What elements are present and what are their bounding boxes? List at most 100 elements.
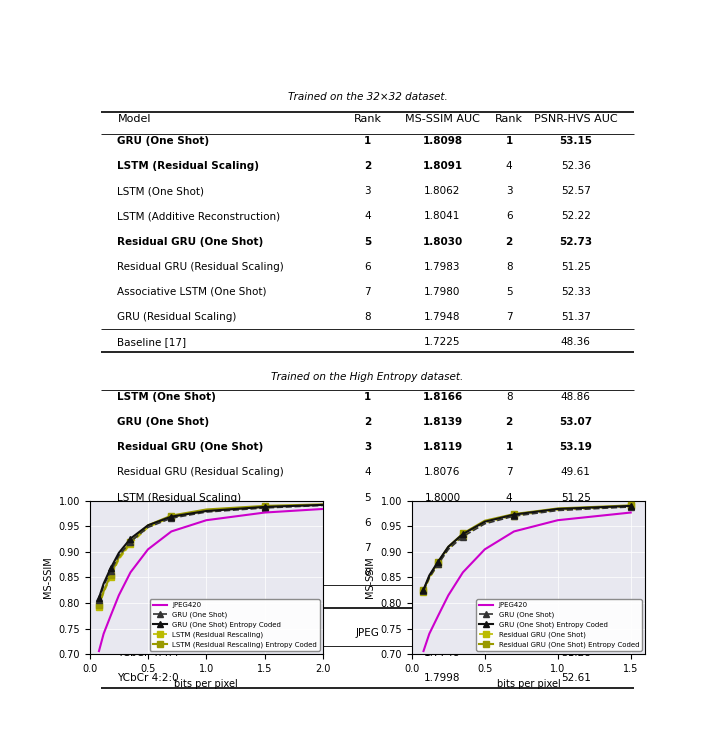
Text: 1.7948: 1.7948 (424, 312, 461, 322)
Y-axis label: MS-SSIM: MS-SSIM (365, 556, 375, 598)
Text: 4: 4 (506, 492, 513, 503)
Text: 7: 7 (506, 312, 513, 322)
Text: 8: 8 (364, 312, 371, 322)
Text: 51.25: 51.25 (561, 492, 591, 503)
Text: 7: 7 (506, 467, 513, 478)
Text: 1.8030: 1.8030 (422, 237, 462, 246)
Text: 1.8041: 1.8041 (424, 212, 460, 221)
Text: LSTM (One Shot): LSTM (One Shot) (118, 392, 217, 402)
Text: Rank: Rank (495, 114, 523, 124)
Text: 1.8062: 1.8062 (424, 186, 460, 196)
Text: GRU (Residual Scaling): GRU (Residual Scaling) (118, 568, 237, 578)
Text: LSTM (Additive): LSTM (Additive) (118, 517, 199, 528)
Text: 2: 2 (505, 417, 513, 427)
Text: 7: 7 (364, 287, 371, 297)
Text: PSNR-HVS AUC: PSNR-HVS AUC (534, 114, 617, 124)
Text: 1.7953: 1.7953 (424, 517, 461, 528)
Text: Associative LSTM (One Shot): Associative LSTM (One Shot) (118, 543, 267, 553)
Text: 48.88: 48.88 (561, 593, 591, 603)
Text: LSTM (Additive Reconstruction): LSTM (Additive Reconstruction) (118, 212, 280, 221)
Text: 8: 8 (506, 392, 513, 402)
Text: 1.7980: 1.7980 (424, 287, 460, 297)
Text: Trained on the High Entropy dataset.: Trained on the High Entropy dataset. (271, 372, 464, 382)
Text: 8: 8 (364, 568, 371, 578)
Text: Trained on the 32×32 dataset.: Trained on the 32×32 dataset. (288, 92, 447, 102)
Text: 52.33: 52.33 (561, 287, 591, 297)
Text: 3: 3 (506, 543, 513, 553)
Text: LSTM (Residual Scaling): LSTM (Residual Scaling) (118, 161, 260, 171)
Text: 1.8091: 1.8091 (422, 161, 462, 171)
Text: 1: 1 (364, 136, 371, 146)
Text: GRU (One Shot): GRU (One Shot) (118, 136, 209, 146)
Text: MS-SSIM AUC: MS-SSIM AUC (405, 114, 480, 124)
Text: Model: Model (118, 114, 151, 124)
Text: LSTM (Residual Scaling): LSTM (Residual Scaling) (118, 492, 242, 503)
Text: 1.7225: 1.7225 (424, 337, 461, 347)
Text: 49.97: 49.97 (561, 568, 591, 578)
Text: YCbCr 4:2:0: YCbCr 4:2:0 (118, 673, 179, 684)
Legend: JPEG420, GRU (One Shot), GRU (One Shot) Entropy Coded, LSTM (Residual Rescaling): JPEG420, GRU (One Shot), GRU (One Shot) … (150, 599, 320, 650)
Text: 1.8098: 1.8098 (422, 136, 462, 146)
Text: 1.8139: 1.8139 (422, 417, 462, 427)
Text: 8: 8 (506, 262, 513, 272)
Text: 2: 2 (505, 237, 513, 246)
Text: 5: 5 (364, 492, 371, 503)
Text: 3: 3 (506, 186, 513, 196)
Text: 5: 5 (506, 287, 513, 297)
Text: 53.19: 53.19 (559, 442, 592, 452)
Text: 50.67: 50.67 (561, 517, 591, 528)
Text: 3: 3 (364, 442, 371, 452)
Text: 52.73: 52.73 (559, 237, 592, 246)
Text: Residual GRU (One Shot): Residual GRU (One Shot) (118, 237, 264, 246)
Text: 5: 5 (364, 237, 371, 246)
Text: Residual GRU (Residual Scaling): Residual GRU (Residual Scaling) (118, 467, 284, 478)
Text: 51.37: 51.37 (561, 312, 591, 322)
Text: 4: 4 (364, 212, 371, 221)
Text: 3: 3 (364, 186, 371, 196)
Text: 1.7408: 1.7408 (424, 593, 460, 603)
Text: 2: 2 (364, 417, 371, 427)
Text: 1.8119: 1.8119 (422, 442, 462, 452)
Text: JPEG: JPEG (356, 628, 379, 638)
Text: 48.86: 48.86 (561, 392, 591, 402)
Text: 52.57: 52.57 (561, 186, 591, 196)
Text: 48.36: 48.36 (561, 337, 591, 347)
Text: 53.15: 53.15 (559, 136, 592, 146)
Text: Residual GRU (One Shot): Residual GRU (One Shot) (118, 442, 264, 452)
Text: 51.28: 51.28 (561, 648, 591, 658)
Text: 52.09: 52.09 (561, 543, 591, 553)
Text: Rank: Rank (353, 114, 381, 124)
Text: 52.61: 52.61 (561, 673, 591, 684)
X-axis label: bits per pixel: bits per pixel (174, 679, 238, 689)
Text: 1.8166: 1.8166 (422, 392, 462, 402)
Text: 1: 1 (505, 442, 513, 452)
Text: 1.7983: 1.7983 (424, 262, 461, 272)
Text: GRU (Residual Scaling): GRU (Residual Scaling) (118, 312, 237, 322)
Text: 1: 1 (505, 136, 513, 146)
Text: Baseline [17]: Baseline [17] (118, 337, 186, 347)
Text: 1.8076: 1.8076 (424, 467, 460, 478)
Text: Residual GRU (Residual Scaling): Residual GRU (Residual Scaling) (118, 262, 284, 272)
X-axis label: bits per pixel: bits per pixel (497, 679, 561, 689)
Text: 1.7748: 1.7748 (424, 648, 461, 658)
Text: 49.61: 49.61 (561, 467, 591, 478)
Text: 6: 6 (364, 517, 371, 528)
Text: 6: 6 (506, 568, 513, 578)
Text: 1.8000: 1.8000 (424, 492, 460, 503)
Text: 7: 7 (364, 543, 371, 553)
Text: 1: 1 (364, 392, 371, 402)
Text: 52.22: 52.22 (561, 212, 591, 221)
Text: 5: 5 (506, 517, 513, 528)
Text: 4: 4 (364, 467, 371, 478)
Text: Baseline LSTM [17]: Baseline LSTM [17] (118, 593, 217, 603)
Legend: JPEG420, GRU (One Shot), GRU (One Shot) Entropy Coded, Residual GRU (One Shot), : JPEG420, GRU (One Shot), GRU (One Shot) … (476, 599, 642, 650)
Text: YCbCr 4:4:4: YCbCr 4:4:4 (118, 648, 179, 658)
Text: 1.8065: 1.8065 (424, 568, 460, 578)
Text: 1.7912: 1.7912 (424, 543, 461, 553)
Text: 1.7998: 1.7998 (424, 673, 461, 684)
Text: GRU (One Shot): GRU (One Shot) (118, 417, 209, 427)
Text: 6: 6 (364, 262, 371, 272)
Text: 4: 4 (506, 161, 513, 171)
Text: 53.07: 53.07 (559, 417, 592, 427)
Text: 51.25: 51.25 (561, 262, 591, 272)
